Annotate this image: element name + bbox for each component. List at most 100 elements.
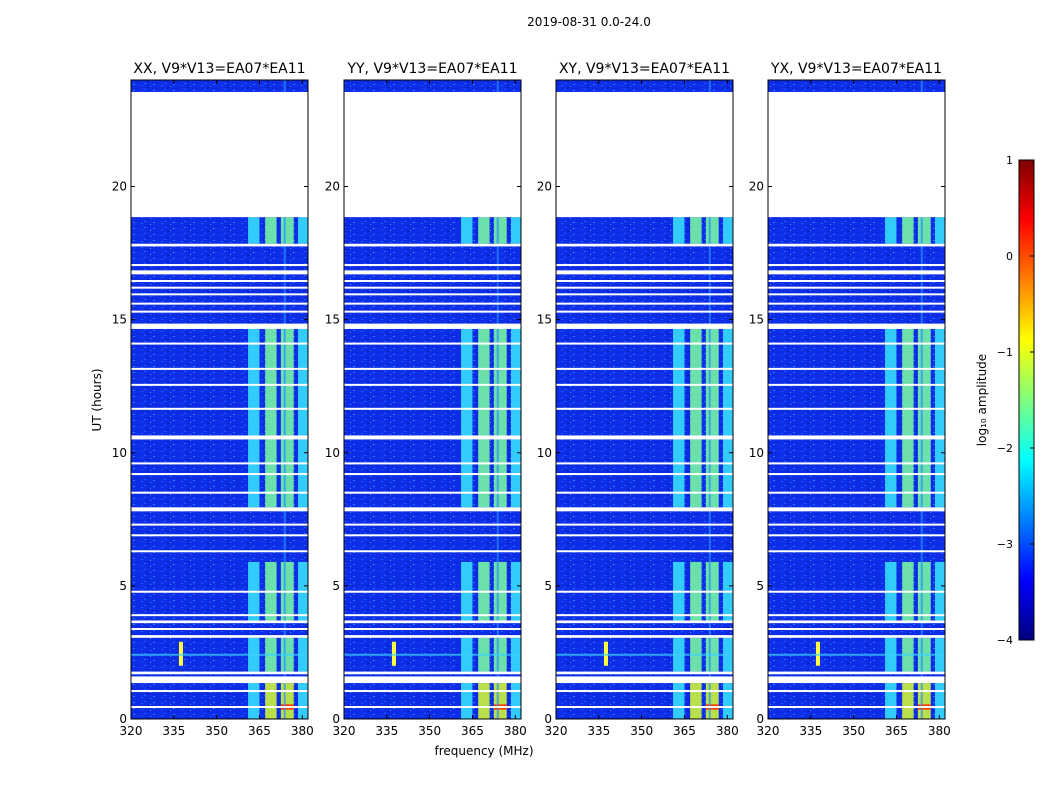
y-tick-label: 15 xyxy=(325,313,340,327)
band-patch xyxy=(705,217,719,244)
flag-line xyxy=(768,462,945,465)
band-patch xyxy=(280,328,294,436)
flag-line xyxy=(556,550,733,553)
flag-line xyxy=(131,614,308,617)
flag-line xyxy=(556,473,733,476)
flag-line xyxy=(344,690,521,693)
flag-line xyxy=(768,614,945,617)
flag-line xyxy=(344,293,521,296)
band-patch xyxy=(902,683,914,719)
flag-line xyxy=(768,534,945,537)
flag-line xyxy=(768,310,945,313)
flag-line xyxy=(556,491,733,494)
y-tick-label: 20 xyxy=(325,180,340,194)
flag-line xyxy=(344,367,521,370)
flag-line xyxy=(131,280,308,283)
flag-line xyxy=(344,491,521,494)
flag-line xyxy=(344,310,521,313)
no-data-gap xyxy=(344,323,521,329)
no-data-gap xyxy=(131,435,308,440)
y-tick-label: 20 xyxy=(112,180,127,194)
flag-line xyxy=(556,286,733,289)
panel-frame xyxy=(767,79,946,720)
panel-1: XX, V9*V13=EA07*EA11 320 335 350 365 380 0 5 10 1… xyxy=(112,61,314,738)
figure-suptitle: 2019-08-31 0.0-24.0 xyxy=(527,15,651,29)
y-axis-label: UT (hours) xyxy=(90,368,104,431)
flag-line xyxy=(344,302,521,305)
no-data-gap xyxy=(768,435,945,440)
x-tick-label: 350 xyxy=(418,724,441,738)
band-patch xyxy=(265,328,277,436)
colorbar-tick-label: −3 xyxy=(997,538,1013,551)
y-tick-label: 5 xyxy=(119,579,127,593)
band-patch xyxy=(673,683,685,719)
band-patch xyxy=(690,683,702,719)
flag-line xyxy=(344,462,521,465)
no-data-gap xyxy=(556,270,733,275)
flag-line xyxy=(556,310,733,313)
x-tick-label: 320 xyxy=(120,724,143,738)
flag-line xyxy=(556,342,733,345)
x-tick-label: 365 xyxy=(461,724,484,738)
flag-line xyxy=(556,690,733,693)
flag-line xyxy=(131,367,308,370)
no-data-gap xyxy=(131,270,308,275)
y-tick-label: 10 xyxy=(749,446,764,460)
flag-line xyxy=(131,342,308,345)
x-tick-label: 335 xyxy=(587,724,610,738)
x-tick-label: 350 xyxy=(630,724,653,738)
horizontal-feature xyxy=(344,653,521,656)
no-data-gap xyxy=(131,91,308,218)
no-data-gap xyxy=(556,676,733,684)
band-patch xyxy=(493,683,507,719)
no-data-gap xyxy=(344,91,521,218)
band-patch xyxy=(461,217,473,244)
no-data-gap xyxy=(768,635,945,638)
band-patch xyxy=(885,683,897,719)
no-data-gap xyxy=(768,620,945,624)
flag-line xyxy=(131,706,308,709)
band-patch xyxy=(478,328,490,436)
x-tick-label: 380 xyxy=(291,724,314,738)
no-data-gap xyxy=(768,676,945,684)
flag-line xyxy=(131,523,308,526)
flag-line xyxy=(344,286,521,289)
horizontal-feature xyxy=(131,653,308,656)
no-data-gap xyxy=(556,323,733,329)
no-data-gap xyxy=(131,243,308,247)
flag-line xyxy=(344,706,521,709)
flag-line xyxy=(131,407,308,410)
x-tick-label: 335 xyxy=(162,724,185,738)
flag-line xyxy=(768,264,945,267)
band-patch xyxy=(902,217,914,244)
flag-line xyxy=(131,302,308,305)
panel-3: XY, V9*V13=EA07*EA11 320 335 350 365 380 0 5 10 1… xyxy=(537,61,739,738)
flag-line xyxy=(768,302,945,305)
flag-line xyxy=(131,491,308,494)
no-data-gap xyxy=(344,676,521,684)
colorbar-tick-label: −1 xyxy=(997,346,1013,359)
band-patch xyxy=(673,328,685,436)
y-tick-label: 10 xyxy=(537,446,552,460)
band-patch xyxy=(478,217,490,244)
no-data-gap xyxy=(131,323,308,329)
no-data-gap xyxy=(344,671,521,675)
colorbar-gradient xyxy=(1018,159,1035,641)
x-tick-label: 380 xyxy=(504,724,527,738)
band-patch xyxy=(885,328,897,436)
flag-line xyxy=(344,264,521,267)
flag-line xyxy=(768,628,945,631)
panel-title: XY, V9*V13=EA07*EA11 xyxy=(559,61,730,77)
flag-line xyxy=(768,367,945,370)
band-patch xyxy=(673,217,685,244)
panel-title: XX, V9*V13=EA07*EA11 xyxy=(133,61,305,77)
no-data-gap xyxy=(344,243,521,247)
band-patch xyxy=(298,328,308,436)
flag-line xyxy=(131,590,308,593)
no-data-gap xyxy=(768,243,945,247)
x-tick-label: 365 xyxy=(885,724,908,738)
band-patch xyxy=(690,217,702,244)
panel-frame xyxy=(555,79,734,720)
flag-line xyxy=(344,523,521,526)
band-patch xyxy=(280,683,294,719)
